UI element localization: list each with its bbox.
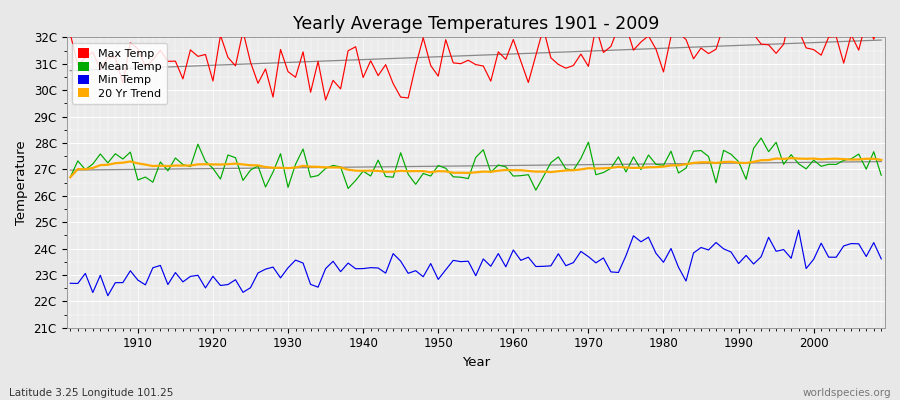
X-axis label: Year: Year xyxy=(462,356,490,369)
Y-axis label: Temperature: Temperature xyxy=(15,140,28,225)
Text: worldspecies.org: worldspecies.org xyxy=(803,388,891,398)
Title: Yearly Average Temperatures 1901 - 2009: Yearly Average Temperatures 1901 - 2009 xyxy=(292,15,659,33)
Legend: Max Temp, Mean Temp, Min Temp, 20 Yr Trend: Max Temp, Mean Temp, Min Temp, 20 Yr Tre… xyxy=(72,43,166,104)
Text: Latitude 3.25 Longitude 101.25: Latitude 3.25 Longitude 101.25 xyxy=(9,388,174,398)
